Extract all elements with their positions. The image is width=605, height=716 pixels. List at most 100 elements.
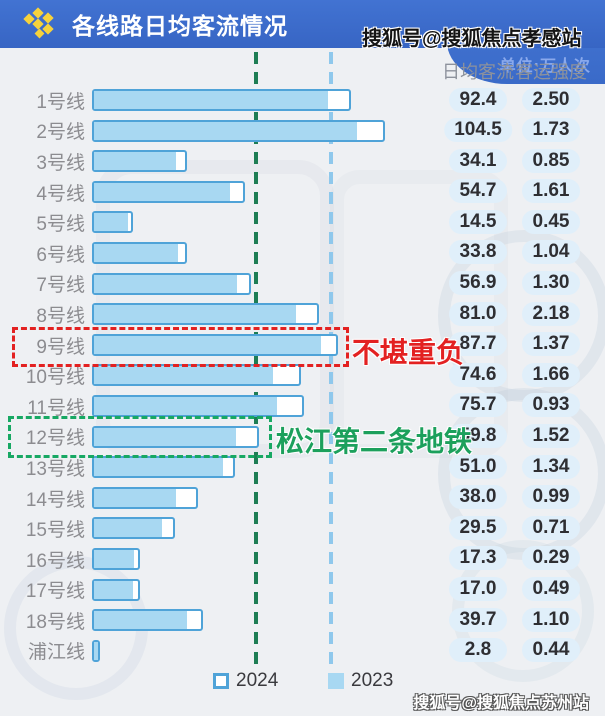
row-label: 10号线	[25, 367, 85, 389]
annotation-box-line12	[8, 416, 272, 458]
table-row: 6号线 33.8 1.04	[0, 238, 605, 269]
intensity-value: 0.29	[522, 546, 580, 571]
table-row: 13号线 51.0 1.34	[0, 452, 605, 483]
intensity-value: 1.61	[522, 179, 580, 204]
bar-2024	[92, 333, 338, 356]
row-label: 5号线	[36, 214, 85, 236]
table-row: 浦江线 2.8 0.44	[0, 636, 605, 667]
bar-2023	[94, 366, 273, 385]
bar-2023	[94, 305, 296, 324]
flow-value: 75.7	[449, 393, 507, 418]
row-label: 8号线	[36, 305, 85, 327]
flow-value: 92.4	[449, 87, 507, 112]
bottom-watermark: 搜狐号@搜狐焦点苏州站	[413, 695, 589, 712]
bar-2024	[92, 119, 385, 142]
row-label: 18号线	[25, 611, 85, 633]
table-row: 14号线 38.0 0.99	[0, 483, 605, 514]
table-row: 15号线 29.5 0.71	[0, 513, 605, 544]
chart-rows: 1号线 92.4 2.50 2号线 104.5 1.73 3号线 34.1 0.…	[0, 85, 605, 666]
row-label: 4号线	[36, 183, 85, 205]
table-row: 12号线 59.8 1.52	[0, 422, 605, 453]
bar-2023	[94, 243, 179, 262]
row-label: 12号线	[25, 428, 85, 450]
bar-2023	[94, 427, 237, 446]
reference-line-green	[254, 52, 258, 668]
row-label: 17号线	[25, 581, 85, 603]
bar-2023	[94, 488, 177, 507]
intensity-value: 1.37	[522, 332, 580, 357]
bar-2024	[92, 89, 351, 111]
table-row: 5号线 14.5 0.45	[0, 207, 605, 238]
row-label: 1号线	[36, 91, 85, 113]
row-label: 7号线	[36, 275, 85, 297]
flow-value: 34.1	[449, 148, 507, 173]
bar-2023	[94, 458, 223, 477]
bar-2023	[94, 152, 177, 171]
intensity-value: 0.45	[522, 209, 580, 234]
legend-item-2023: 2023	[328, 670, 393, 692]
flow-value: 104.5	[444, 118, 512, 143]
intensity-value: 0.93	[522, 393, 580, 418]
intensity-value: 1.04	[522, 240, 580, 265]
row-label: 3号线	[36, 152, 85, 174]
flow-value: 51.0	[449, 454, 507, 479]
row-label: 11号线	[27, 397, 85, 419]
flow-value: 39.7	[449, 607, 507, 632]
bar-2024	[92, 639, 100, 662]
reference-line-blue	[329, 52, 333, 668]
flow-value: 81.0	[449, 301, 507, 326]
table-row: 16号线 17.3 0.29	[0, 544, 605, 575]
row-label: 浦江线	[27, 642, 85, 664]
column-header-intensity: 客运强度	[515, 62, 587, 82]
bar-2023	[94, 641, 98, 660]
bar-2024	[92, 456, 235, 479]
bar-2023	[94, 182, 231, 201]
bar-2023	[94, 91, 328, 109]
flow-value: 54.7	[449, 179, 507, 204]
intensity-value: 1.10	[522, 607, 580, 632]
table-row: 1号线 92.4 2.50	[0, 85, 605, 116]
bar-2024	[92, 609, 204, 632]
flow-value: 74.6	[449, 362, 507, 387]
bar-2024	[92, 303, 319, 326]
intensity-value: 0.85	[522, 148, 580, 173]
bar-2023	[94, 611, 187, 630]
intensity-value: 1.52	[522, 424, 580, 449]
overload-callout: 不堪重负	[352, 337, 465, 368]
flow-value: 33.8	[449, 240, 507, 265]
bar-2024	[92, 517, 175, 540]
top-watermark: 搜狐号@搜狐焦点孝感站	[362, 28, 582, 50]
legend-label-2024: 2024	[236, 670, 279, 691]
flow-value: 2.8	[449, 638, 507, 663]
table-row: 18号线 39.7 1.10	[0, 605, 605, 636]
legend-swatch-2023-icon	[328, 673, 344, 689]
intensity-value: 0.44	[522, 638, 580, 663]
bar-2023	[94, 549, 134, 568]
bar-2024	[92, 211, 133, 234]
bar-2024	[92, 425, 260, 448]
bar-2024	[92, 486, 199, 509]
flow-value: 17.3	[449, 546, 507, 571]
bar-2023	[94, 519, 163, 538]
table-row: 2号线 104.5 1.73	[0, 116, 605, 147]
bar-2023	[94, 274, 238, 293]
bar-2023	[94, 580, 133, 599]
flow-value: 29.5	[449, 515, 507, 540]
row-label: 6号线	[36, 244, 85, 266]
intensity-value: 2.50	[522, 87, 580, 112]
table-row: 4号线 54.7 1.61	[0, 177, 605, 208]
bar-2023	[94, 121, 358, 140]
intensity-value: 1.73	[522, 118, 580, 143]
flow-value: 59.8	[449, 424, 507, 449]
intensity-value: 2.18	[522, 301, 580, 326]
logo-icon	[23, 7, 54, 39]
row-label: 15号线	[25, 520, 85, 542]
legend-swatch-2024-icon	[213, 673, 229, 689]
row-label: 9号线	[36, 336, 85, 358]
intensity-value: 1.34	[522, 454, 580, 479]
flow-value: 17.0	[449, 577, 507, 601]
bar-2024	[92, 547, 141, 570]
flow-value: 14.5	[449, 209, 507, 234]
bar-2024	[92, 578, 140, 601]
